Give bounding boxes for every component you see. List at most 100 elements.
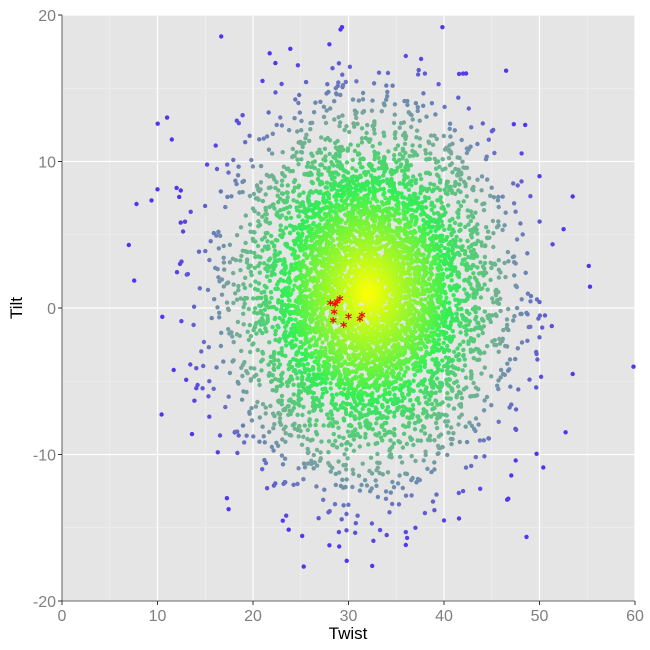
data-point xyxy=(240,423,246,428)
data-point xyxy=(418,438,424,443)
data-point xyxy=(456,384,461,389)
data-point xyxy=(330,231,335,236)
data-point xyxy=(400,423,406,428)
data-point xyxy=(329,392,335,398)
data-point xyxy=(447,121,453,126)
data-point xyxy=(283,343,289,348)
data-point xyxy=(391,157,397,162)
data-point xyxy=(313,291,318,296)
data-point xyxy=(283,439,288,444)
data-point xyxy=(451,293,456,298)
data-point xyxy=(273,263,278,268)
data-point xyxy=(512,260,517,265)
data-point xyxy=(423,205,429,210)
data-point xyxy=(248,334,254,339)
data-point xyxy=(345,429,351,434)
data-point xyxy=(350,97,356,102)
data-point xyxy=(485,313,490,319)
data-point xyxy=(287,271,292,276)
data-point xyxy=(507,357,513,362)
data-point xyxy=(472,275,477,280)
data-point xyxy=(334,392,339,397)
data-point xyxy=(302,423,307,428)
data-point xyxy=(446,403,451,408)
data-point xyxy=(415,414,420,419)
data-point xyxy=(424,114,429,119)
data-point xyxy=(442,187,447,192)
data-point xyxy=(512,314,517,319)
data-point xyxy=(430,142,436,147)
data-point xyxy=(401,431,407,436)
data-point xyxy=(264,486,270,491)
data-point xyxy=(471,356,476,361)
data-point xyxy=(465,208,470,213)
data-point xyxy=(457,228,462,234)
data-point xyxy=(386,149,391,154)
data-point xyxy=(452,220,458,226)
data-point xyxy=(273,332,278,337)
data-point xyxy=(252,250,257,256)
data-point xyxy=(310,120,315,126)
data-point xyxy=(388,490,393,495)
data-point xyxy=(291,382,296,387)
data-point xyxy=(280,462,286,467)
data-point xyxy=(505,361,510,366)
data-point xyxy=(400,133,406,138)
data-point xyxy=(311,452,316,458)
data-point xyxy=(298,268,303,273)
data-point xyxy=(348,142,353,147)
data-point xyxy=(310,226,315,232)
data-point xyxy=(231,282,236,287)
data-point xyxy=(299,128,304,133)
data-point xyxy=(516,387,521,392)
data-point xyxy=(283,424,288,429)
data-point xyxy=(454,288,459,293)
data-point xyxy=(321,114,327,120)
data-point xyxy=(318,208,323,214)
data-point xyxy=(283,338,289,344)
data-point xyxy=(188,362,193,367)
data-point xyxy=(523,122,528,128)
data-point xyxy=(375,234,380,239)
data-point xyxy=(410,143,415,148)
data-point xyxy=(341,435,346,441)
data-point xyxy=(410,403,416,408)
data-point xyxy=(385,374,390,379)
data-point xyxy=(506,259,511,264)
data-point xyxy=(501,327,506,333)
data-point xyxy=(485,343,490,349)
data-point xyxy=(254,372,259,378)
data-point xyxy=(450,329,455,334)
data-point xyxy=(391,374,396,379)
data-point xyxy=(351,448,357,453)
data-point xyxy=(401,216,407,221)
data-point xyxy=(271,366,276,371)
data-point xyxy=(383,489,389,494)
data-point xyxy=(463,375,469,380)
data-point xyxy=(456,95,461,100)
data-point xyxy=(201,363,206,369)
data-point xyxy=(476,333,481,338)
data-point xyxy=(407,230,413,235)
data-point xyxy=(303,79,309,85)
data-point xyxy=(299,345,304,350)
data-point xyxy=(364,418,369,423)
data-point xyxy=(357,421,362,426)
data-point xyxy=(510,254,516,260)
data-point xyxy=(442,289,448,295)
data-point xyxy=(403,369,408,375)
data-point xyxy=(322,326,328,332)
data-point xyxy=(417,136,422,141)
data-point xyxy=(314,253,320,259)
data-point xyxy=(242,360,247,365)
data-point xyxy=(415,105,420,110)
data-point xyxy=(328,421,333,426)
data-point xyxy=(248,365,253,371)
data-point xyxy=(279,402,284,407)
data-point xyxy=(282,271,287,277)
data-point xyxy=(369,486,374,491)
data-point xyxy=(217,315,222,320)
data-point xyxy=(382,428,387,433)
data-point xyxy=(484,235,490,240)
data-point xyxy=(214,365,219,370)
